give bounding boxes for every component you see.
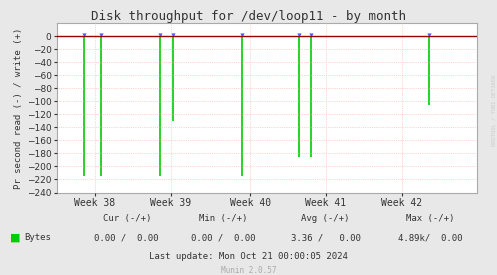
Y-axis label: Pr second read (-) / write (+): Pr second read (-) / write (+) (14, 27, 23, 189)
Text: Bytes: Bytes (24, 233, 51, 242)
Text: Disk throughput for /dev/loop11 - by month: Disk throughput for /dev/loop11 - by mon… (91, 10, 406, 23)
Text: 0.00 /  0.00: 0.00 / 0.00 (94, 233, 159, 242)
Text: Min (-/+): Min (-/+) (199, 214, 248, 223)
Text: 4.89k/  0.00: 4.89k/ 0.00 (398, 233, 462, 242)
Text: 3.36 /   0.00: 3.36 / 0.00 (291, 233, 360, 242)
Text: Avg (-/+): Avg (-/+) (301, 214, 350, 223)
Text: ■: ■ (10, 233, 20, 243)
Text: Munin 2.0.57: Munin 2.0.57 (221, 266, 276, 274)
Text: Max (-/+): Max (-/+) (406, 214, 454, 223)
Text: 0.00 /  0.00: 0.00 / 0.00 (191, 233, 256, 242)
Text: Cur (-/+): Cur (-/+) (102, 214, 151, 223)
Text: Last update: Mon Oct 21 00:00:05 2024: Last update: Mon Oct 21 00:00:05 2024 (149, 252, 348, 261)
Text: RRDTOOL / TOBI OETIKER: RRDTOOL / TOBI OETIKER (491, 74, 496, 146)
